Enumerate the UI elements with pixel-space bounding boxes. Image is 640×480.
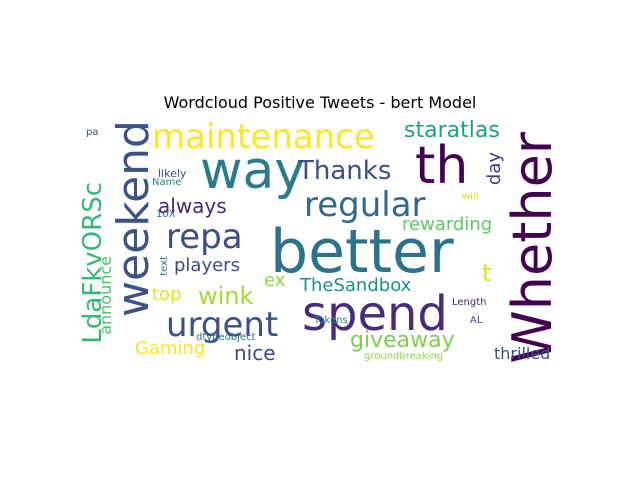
word-day: day [484, 152, 505, 186]
word-10x: 10X [156, 209, 176, 220]
word-better: better [270, 217, 454, 287]
word-urgent: urgent [166, 305, 279, 345]
word-rewarding: rewarding [402, 214, 493, 235]
word-al: AL [470, 315, 483, 326]
word-likely: likely [158, 167, 187, 180]
word-nice: nice [234, 341, 276, 365]
word-way: way [200, 141, 306, 201]
word-thrilled: thrilled [494, 344, 551, 363]
word-thesandbox: TheSandbox [300, 275, 412, 296]
word-spend: spend [302, 286, 448, 342]
word-pa: pa [86, 127, 99, 138]
word-t: t [482, 259, 492, 287]
word-length: Length [452, 297, 487, 308]
word-staratlas: staratlas [404, 118, 500, 143]
chart-title: Wordcloud Positive Tweets - bert Model [163, 93, 477, 112]
word-gaming: Gaming [135, 338, 206, 359]
word-whether: Whether [501, 132, 564, 364]
word-wink: wink [198, 282, 254, 310]
word-weekend: weekend [108, 120, 159, 317]
word-maintenance: maintenance [152, 117, 375, 157]
word-groundbreaking: groundbreaking [364, 351, 444, 362]
word-dtypeobject: dtypeobject [196, 332, 256, 343]
word-tokens: Tokens [314, 315, 348, 326]
word-players: players [174, 255, 240, 276]
word-announce: announce [96, 256, 115, 335]
word-name: Name [152, 177, 182, 188]
word-th: th [415, 136, 469, 196]
word-giveaway: giveaway [350, 328, 455, 353]
word-regular: regular [304, 185, 426, 225]
word-always: always [158, 194, 227, 218]
word-top: top [152, 284, 182, 305]
word-thanks: Thanks [298, 156, 392, 186]
word-text: text [159, 256, 170, 276]
word-ex: ex [264, 270, 286, 291]
word-cloud: better spend Whether weekend way th main… [78, 117, 564, 370]
word-will: will [462, 191, 479, 202]
word-repa: repa [166, 217, 243, 257]
